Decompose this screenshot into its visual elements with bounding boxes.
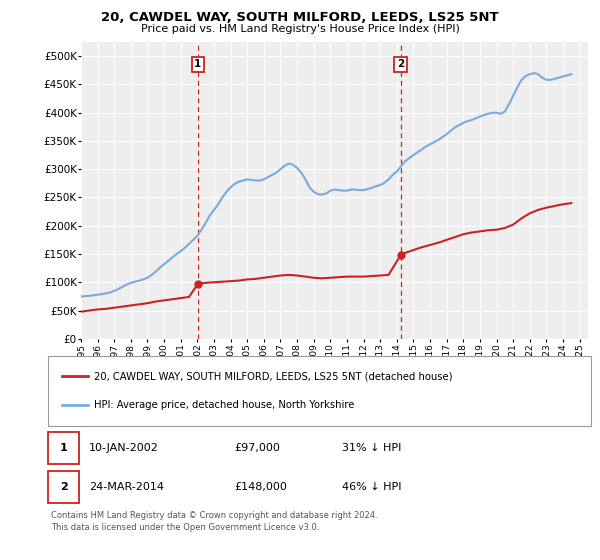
Text: 46% ↓ HPI: 46% ↓ HPI: [342, 482, 401, 492]
Text: 31% ↓ HPI: 31% ↓ HPI: [342, 443, 401, 453]
Text: This data is licensed under the Open Government Licence v3.0.: This data is licensed under the Open Gov…: [51, 523, 319, 532]
Text: HPI: Average price, detached house, North Yorkshire: HPI: Average price, detached house, Nort…: [94, 400, 355, 410]
Text: £148,000: £148,000: [234, 482, 287, 492]
Text: 10-JAN-2002: 10-JAN-2002: [89, 443, 158, 453]
Text: 2: 2: [397, 59, 404, 69]
Text: 24-MAR-2014: 24-MAR-2014: [89, 482, 164, 492]
Text: Price paid vs. HM Land Registry's House Price Index (HPI): Price paid vs. HM Land Registry's House …: [140, 24, 460, 34]
Text: 20, CAWDEL WAY, SOUTH MILFORD, LEEDS, LS25 5NT (detached house): 20, CAWDEL WAY, SOUTH MILFORD, LEEDS, LS…: [94, 371, 453, 381]
Text: 1: 1: [60, 443, 67, 453]
Text: 1: 1: [194, 59, 202, 69]
Text: Contains HM Land Registry data © Crown copyright and database right 2024.: Contains HM Land Registry data © Crown c…: [51, 511, 377, 520]
Text: £97,000: £97,000: [234, 443, 280, 453]
Text: 2: 2: [60, 482, 67, 492]
Text: 20, CAWDEL WAY, SOUTH MILFORD, LEEDS, LS25 5NT: 20, CAWDEL WAY, SOUTH MILFORD, LEEDS, LS…: [101, 11, 499, 24]
